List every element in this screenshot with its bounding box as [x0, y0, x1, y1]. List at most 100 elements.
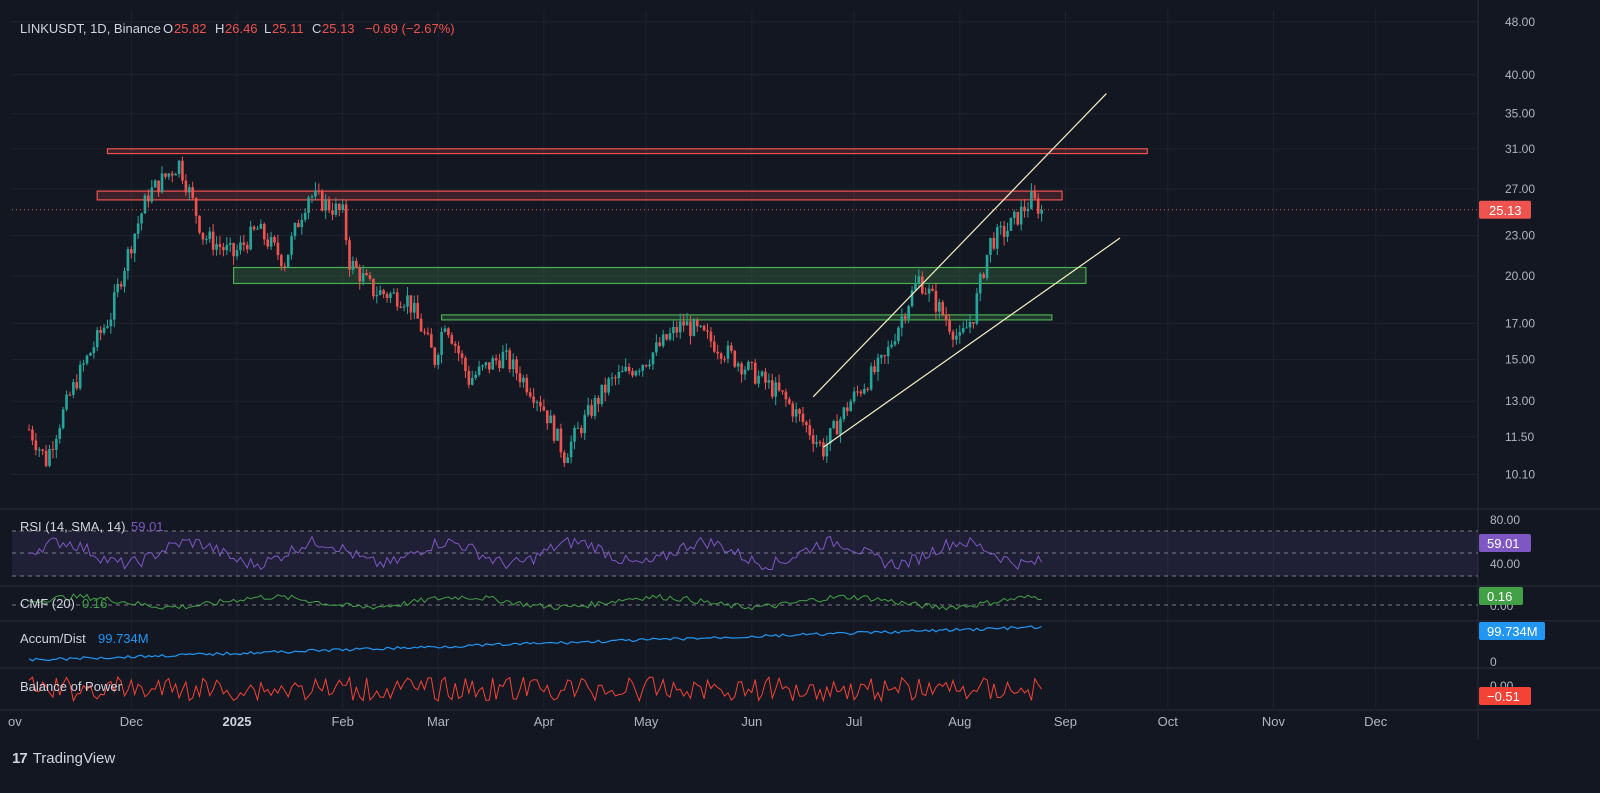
candle-body: [348, 240, 351, 270]
candle-body: [556, 428, 559, 441]
candle-body: [808, 425, 812, 436]
candle-body: [358, 267, 362, 282]
candle-body: [1002, 226, 1006, 237]
candle-body: [627, 366, 631, 372]
candle-body: [436, 354, 440, 365]
candle-body: [92, 347, 96, 354]
candle-body: [958, 332, 962, 336]
cmf-label[interactable]: CMF (20): [20, 596, 75, 611]
candle-body: [256, 228, 259, 230]
candle-body: [539, 401, 542, 407]
candle-body: [222, 247, 225, 251]
symbol-label: LINKUSDT, 1D, Binance: [20, 21, 161, 36]
close-label: C: [312, 21, 321, 36]
candle-body: [845, 407, 849, 412]
price-tick-label: 17.00: [1505, 316, 1535, 330]
candle-body: [753, 362, 757, 384]
candle-body: [723, 358, 726, 360]
rsi-tick: 40.00: [1490, 557, 1520, 571]
candle-body: [344, 204, 348, 241]
time-tick-label: Sep: [1054, 714, 1077, 729]
candle-body: [160, 173, 164, 193]
time-tick-label: May: [634, 714, 659, 729]
rsi-label[interactable]: RSI (14, SMA, 14): [20, 519, 125, 534]
candle-body: [733, 350, 737, 367]
candle-body: [658, 342, 662, 346]
tv-icon: 17: [12, 750, 28, 767]
price-chart[interactable]: 48.00 40.00 35.00 31.00 27.00 23.00 20.00 17.00…: [0, 0, 1600, 740]
candle-body: [290, 236, 293, 255]
candle-body: [508, 350, 512, 370]
rsi-badge-label: 59.01: [1487, 536, 1520, 551]
candle-body: [866, 388, 870, 390]
candle-body: [239, 242, 242, 251]
candle-body: [726, 345, 730, 359]
candle-body: [597, 397, 600, 404]
candle-body: [651, 352, 655, 365]
candle-body: [89, 353, 92, 356]
footer: 17 TradingView: [0, 740, 1600, 793]
candle-body: [78, 364, 82, 389]
candle-body: [225, 244, 229, 251]
price-tick-label: 31.00: [1505, 142, 1535, 156]
candle-body: [757, 375, 760, 384]
candle-body: [924, 293, 927, 295]
candle-body: [280, 255, 283, 267]
candle-body: [566, 457, 570, 463]
legend-header[interactable]: LINKUSDT, 1D, Binance O 25.82 H 26.46 L …: [20, 21, 455, 36]
open-label: O: [163, 21, 173, 36]
candle-body: [266, 239, 269, 247]
candle-body: [211, 231, 215, 250]
price-tick-label: 20.00: [1505, 269, 1535, 283]
candle-body: [573, 428, 576, 442]
candle-body: [399, 306, 402, 308]
rsi-badge: [1479, 534, 1531, 552]
candle-body: [665, 334, 668, 340]
time-tick-label: Oct: [1158, 714, 1179, 729]
indicator-panes: [12, 530, 1478, 703]
candle-body: [378, 290, 382, 295]
bop-label[interactable]: Balance of Power: [20, 679, 123, 694]
trendline: [823, 237, 1121, 448]
candle-body: [1016, 211, 1020, 225]
candle-body: [678, 321, 682, 333]
ad-tick: 0: [1490, 655, 1497, 669]
candle-body: [634, 371, 638, 376]
time-tick-label: Dec: [120, 714, 144, 729]
candle-body: [989, 237, 992, 255]
candle-body: [835, 421, 839, 435]
ad-label[interactable]: Accum/Dist: [20, 631, 86, 646]
candle-body: [218, 244, 222, 248]
candle-body: [385, 294, 389, 298]
candle-body: [208, 231, 212, 239]
candle-body: [839, 419, 842, 435]
candle-body: [167, 173, 171, 177]
ad-badge-label: 99.734M: [1487, 624, 1538, 639]
candle-body: [153, 180, 157, 188]
candle-body: [880, 355, 883, 358]
candle-body: [767, 380, 771, 383]
candle-body: [661, 334, 665, 346]
candle-body: [450, 335, 454, 344]
candle-body: [890, 344, 893, 347]
candle-body: [655, 342, 658, 353]
candle-body: [818, 442, 822, 444]
candle-body: [781, 390, 784, 392]
price-tick-label: 40.00: [1505, 68, 1535, 82]
candle-body: [695, 320, 699, 327]
candle-body: [692, 320, 696, 336]
candle-body: [740, 363, 743, 375]
candle-body: [801, 413, 805, 422]
candle-body: [191, 187, 194, 198]
candle-body: [375, 294, 379, 297]
candle-body: [116, 283, 119, 293]
candle-body: [699, 325, 702, 327]
candle-body: [484, 362, 488, 366]
candle-body: [955, 335, 958, 340]
candle-body: [232, 243, 235, 257]
candle-body: [610, 377, 614, 379]
candle-body: [34, 440, 38, 451]
tradingview-logo[interactable]: 17 TradingView: [12, 750, 115, 767]
candle-body: [314, 190, 317, 197]
